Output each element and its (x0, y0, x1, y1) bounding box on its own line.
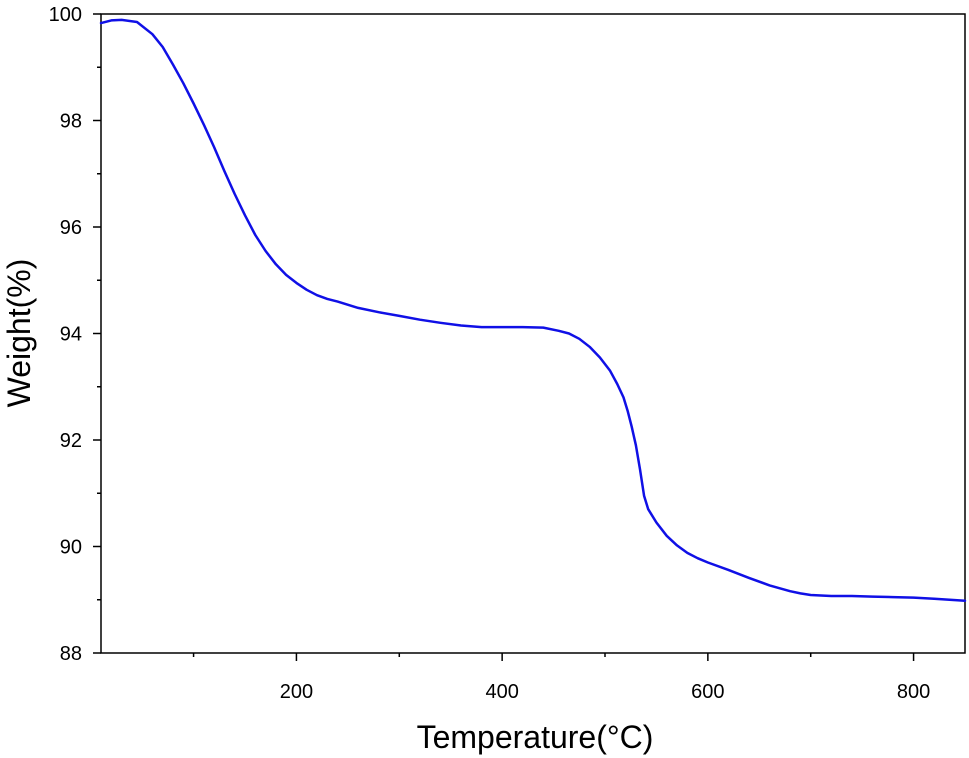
x-tick-label: 600 (691, 681, 724, 703)
x-axis-ticks: 200 400 600 800 (192, 653, 930, 703)
y-tick-label: 96 (60, 217, 82, 239)
series-layer (99, 18, 967, 603)
y-tick-label: 98 (60, 111, 82, 133)
x-tick-label: 800 (897, 681, 930, 703)
y-tick-label: 100 (49, 4, 82, 26)
y-axis-title: Weight(%) (1, 259, 37, 408)
plot-frame (100, 13, 966, 654)
x-axis-title: Temperature(°C) (417, 719, 654, 755)
y-tick-label: 94 (60, 324, 82, 346)
y-tick-label: 90 (60, 537, 82, 559)
series-line (99, 18, 967, 603)
x-tick-label: 400 (485, 681, 518, 703)
x-tick-label: 200 (280, 681, 313, 703)
y-tick-label: 92 (60, 430, 82, 452)
y-tick-label: 88 (60, 643, 82, 665)
y-axis-ticks: 88 90 92 94 96 98 100 (49, 4, 101, 665)
